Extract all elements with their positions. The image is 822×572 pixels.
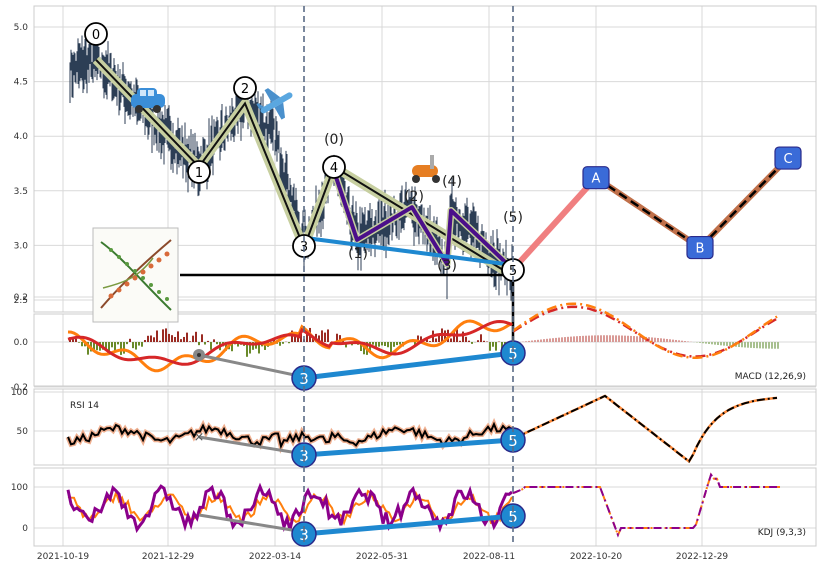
abc-box [686,235,714,260]
plant-thumbnail [92,227,179,323]
kdj-divergence-line [303,513,514,537]
tick-layer: 5.04.54.03.53.02.50.20.0-0.2100501000202… [10,23,728,562]
sub-wave-label: (2) [404,189,424,205]
wave-marker-circle [187,160,211,184]
rsi-grey-divergence [198,435,305,456]
wave-marker-circle [84,22,108,46]
rsi-panel-label: RSI 14 [70,401,99,411]
macd-panel-label: MACD (12,26,9) [735,372,806,382]
wave-marker-circle [233,76,257,100]
kdj-layer: 35KDJ (9,3,3) [66,472,806,547]
price-ytick-label: 4.0 [14,132,29,142]
xtick-label: 2021-10-19 [37,552,90,562]
kdj-ytick-label: 0 [22,524,28,534]
kdj-ytick-label: 100 [11,483,28,493]
price-ytick-label: 5.0 [14,23,29,33]
price-ytick-label: 4.5 [14,78,28,88]
xtick-label: 2022-05-31 [356,552,408,562]
price-ytick-label: 3.5 [14,187,28,197]
macd-divergence-label: 5 [508,345,518,363]
wave-line [95,59,514,277]
macd-proj-fast [512,302,778,359]
sub-wave-label: (4) [442,174,462,190]
projection-dashed-line [595,157,789,250]
abc-box-label: C [783,152,792,167]
price-panel-frame [33,5,817,313]
xtick-label: 2022-08-11 [463,552,515,562]
macd-ytick-label: 0.2 [14,293,28,303]
sub-wave-label: (3) [437,258,457,274]
wave-marker-label: 1 [195,166,203,181]
sub-wave-label: (1) [348,246,368,262]
macd-ytick-label: -0.2 [10,383,28,393]
rsi-line [67,421,513,450]
kdj-grey-divergence [198,513,305,534]
abc-box-label: B [696,242,705,257]
projection-line-bc [594,155,791,252]
projection-line-a [510,175,599,272]
xtick-label: 2022-03-14 [249,552,302,562]
wave-layer: 012345(0)(1)(2)(3)(4)(5)ABC [84,22,802,352]
macd-grey-marker-dot [197,353,201,357]
xtick-label: 2021-12-29 [142,552,195,562]
kdj-panel-frame [33,467,817,547]
macd-grey-divergence [198,353,305,379]
macd-ytick-label: 0.0 [14,338,29,348]
rsi-ytick-label: 50 [17,427,29,437]
macd-panel-frame [33,313,817,387]
macd-layer: 35MACD (12,26,9) [67,302,806,391]
kdj-proj-j [512,472,780,538]
price-divergence-line [303,235,514,268]
rsi-ytick-label: 100 [11,388,28,398]
xtick-label: 2022-12-29 [676,552,729,562]
overlay-layer [303,6,514,546]
airplane-icon [256,88,293,120]
kdj-panel-label: KDJ (9,3,3) [758,528,806,538]
kdj-proj-k [512,472,780,538]
wave-marker-label: 2 [241,82,249,97]
abc-box [774,146,802,170]
price-ytick-label: 2.5 [14,296,28,306]
macd-divergence-line [303,350,514,381]
kdj-divergence-label: 3 [299,526,309,544]
xtick-label: 2022-10-20 [570,552,623,562]
wave-marker-circle [322,155,346,179]
car-icon [131,88,165,113]
abc-box-label: A [592,172,601,187]
price-ytick-label: 3.0 [14,241,29,251]
wave-marker-label: 0 [92,28,100,43]
rsi-proj-line [512,394,778,463]
scooter-icon [412,155,440,183]
rsi-grey-marker: × [194,430,205,445]
sub-wave-label: (0) [324,132,344,148]
sub-wave-line [332,170,515,271]
wave-marker-label: 4 [330,161,338,176]
macd-line-slow [67,319,513,366]
frame-layer [33,5,817,547]
abc-box [582,166,610,190]
icon-layer [92,88,440,323]
rsi-panel-frame [33,388,817,466]
rsi-divergence-line [303,437,514,458]
rsi-layer: ×35RSI 14 [65,394,778,468]
